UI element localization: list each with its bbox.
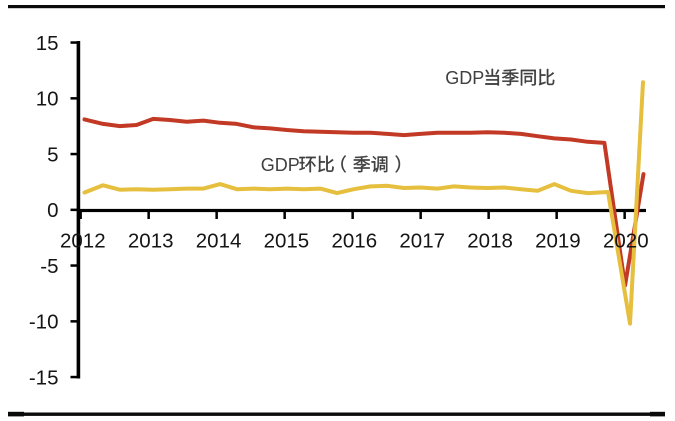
svg-text:2013: 2013: [128, 230, 174, 253]
svg-text:2017: 2017: [399, 230, 445, 253]
svg-text:-10: -10: [29, 311, 59, 334]
svg-text:-5: -5: [40, 255, 58, 278]
svg-text:0: 0: [47, 199, 58, 222]
svg-text:2015: 2015: [264, 230, 310, 253]
svg-text:GDP: GDP: [261, 155, 300, 175]
svg-text:15: 15: [36, 32, 59, 55]
svg-text:2012: 2012: [60, 230, 106, 253]
svg-text:2014: 2014: [196, 230, 242, 253]
svg-text:5: 5: [47, 143, 58, 166]
svg-text:10: 10: [36, 88, 59, 111]
svg-text:2019: 2019: [535, 230, 581, 253]
svg-text:2018: 2018: [467, 230, 513, 253]
svg-text:-15: -15: [29, 366, 59, 389]
svg-text:2020: 2020: [603, 230, 649, 253]
svg-text:GDP: GDP: [445, 68, 484, 88]
svg-text:2016: 2016: [331, 230, 377, 253]
